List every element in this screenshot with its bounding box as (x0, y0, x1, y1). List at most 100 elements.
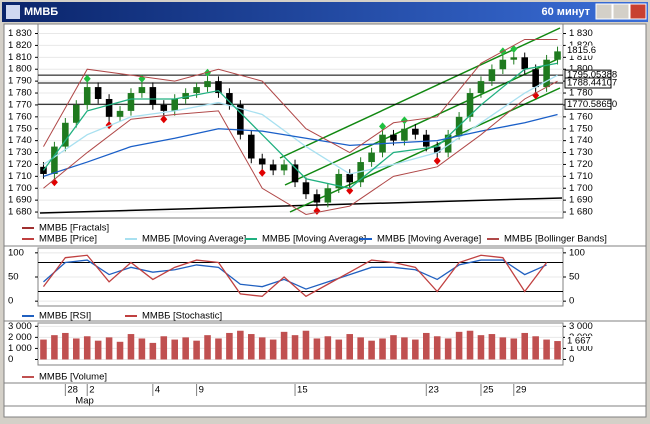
volume-bar (433, 336, 441, 360)
candle-body (204, 81, 211, 88)
candle-body (313, 194, 321, 203)
candle-body (532, 69, 539, 88)
indicator-line (43, 113, 558, 177)
y-tick-label: 1 760 (8, 111, 32, 122)
volume-bar (62, 332, 69, 360)
x-tick-label: 4 (155, 385, 160, 396)
y-tick-label: 1 740 (8, 135, 32, 146)
fractal-marker (433, 156, 441, 165)
y-tick-label: 2 000 (8, 332, 32, 343)
volume-bar (149, 342, 157, 360)
y-tick-label: 1 680 (569, 207, 593, 218)
y-tick-label: 1 820 (569, 40, 593, 51)
candle-body (499, 59, 507, 70)
legend-label: ММВБ [Fractals] (39, 223, 109, 234)
last-value-label: 1 667 (567, 336, 591, 347)
maximize-button[interactable] (612, 3, 630, 20)
candle-body (324, 188, 332, 203)
candle-body (193, 87, 200, 94)
y-tick-label: 1 770 (8, 99, 32, 110)
y-tick-label: 1 750 (569, 123, 593, 134)
y-tick-label: 1 730 (569, 147, 593, 158)
fractal-marker (532, 91, 540, 100)
y-tick-label: 1 750 (8, 123, 32, 134)
volume-bar (127, 334, 135, 360)
y-tick-label: 1 710 (8, 171, 32, 182)
fractal-marker (160, 115, 168, 124)
volume-bar (193, 340, 200, 360)
legend-label: ММВБ [Moving Average] (377, 234, 481, 245)
candle-body (554, 51, 561, 60)
candle-body (73, 104, 80, 123)
y-tick-label: 1 760 (569, 111, 593, 122)
volume-bar (390, 335, 397, 360)
volume-bar (258, 337, 266, 360)
level-label: 1795.05388 (567, 70, 617, 81)
volume-bar (105, 337, 113, 360)
fractal-marker (258, 168, 266, 177)
level-label-box (564, 77, 612, 89)
x-tick-label: 23 (428, 385, 439, 396)
candle-body (215, 81, 222, 94)
fractal-marker (400, 116, 408, 125)
candle-body (127, 93, 135, 111)
candle-body (248, 134, 255, 159)
candle-body (291, 164, 299, 183)
y-tick-label: 1 830 (569, 28, 593, 39)
candle-body (149, 87, 157, 105)
y-tick-label: 1 710 (569, 171, 593, 182)
y-tick-label: 3 000 (569, 321, 593, 332)
fractal-marker (510, 44, 518, 53)
y-tick-label: 1 700 (569, 183, 593, 194)
volume-bar (51, 335, 58, 360)
candle-body (138, 87, 146, 94)
y-tick-label: 1 820 (8, 40, 32, 51)
volume-bar (455, 331, 463, 360)
candle-body (477, 81, 485, 94)
y-tick-label: 50 (569, 272, 580, 283)
candle-body (94, 87, 102, 99)
volume-bar (324, 336, 332, 360)
y-tick-label: 1 790 (8, 76, 32, 87)
candle-body (521, 57, 528, 70)
y-tick-label: 100 (569, 247, 585, 258)
y-tick-label: 1 690 (569, 195, 593, 206)
y-tick-label: 1 720 (569, 159, 593, 170)
volume-bar (368, 340, 375, 360)
volume-bar (40, 339, 47, 360)
y-tick-label: 1 730 (8, 147, 32, 158)
y-tick-label: 0 (8, 296, 13, 307)
volume-bar (248, 334, 255, 360)
price-panel (37, 23, 564, 219)
legend-label: ММВБ [Price] (39, 234, 97, 245)
y-tick-label: 1 720 (8, 159, 32, 170)
indicator-line (42, 254, 548, 298)
volume-bar (499, 337, 507, 360)
x-tick-label: 9 (199, 385, 204, 396)
last-value-box (565, 336, 597, 347)
channel-line (284, 57, 561, 186)
volume-bar (357, 337, 364, 360)
trend-line (39, 197, 563, 214)
x-tick-label: 2 (89, 385, 94, 396)
close-button[interactable] (629, 3, 647, 20)
candle-body (488, 69, 496, 82)
candle-body (171, 98, 178, 111)
volume-bar (543, 339, 550, 360)
app-icon (6, 5, 20, 19)
candle-body (160, 104, 168, 111)
indicator-line (42, 62, 558, 189)
volume-bar (83, 336, 91, 360)
y-tick-label: 50 (8, 272, 19, 283)
candle-body (258, 158, 266, 165)
volume-bar (226, 332, 233, 360)
volume-bar (488, 334, 496, 360)
minimize-button[interactable] (595, 3, 613, 20)
bollinger-upper (43, 38, 558, 154)
level-label: 1770.58650 (567, 99, 617, 110)
volume-bar (510, 338, 518, 360)
channel-line (289, 87, 561, 213)
fractal-marker (346, 186, 354, 195)
candle-body (543, 59, 550, 88)
